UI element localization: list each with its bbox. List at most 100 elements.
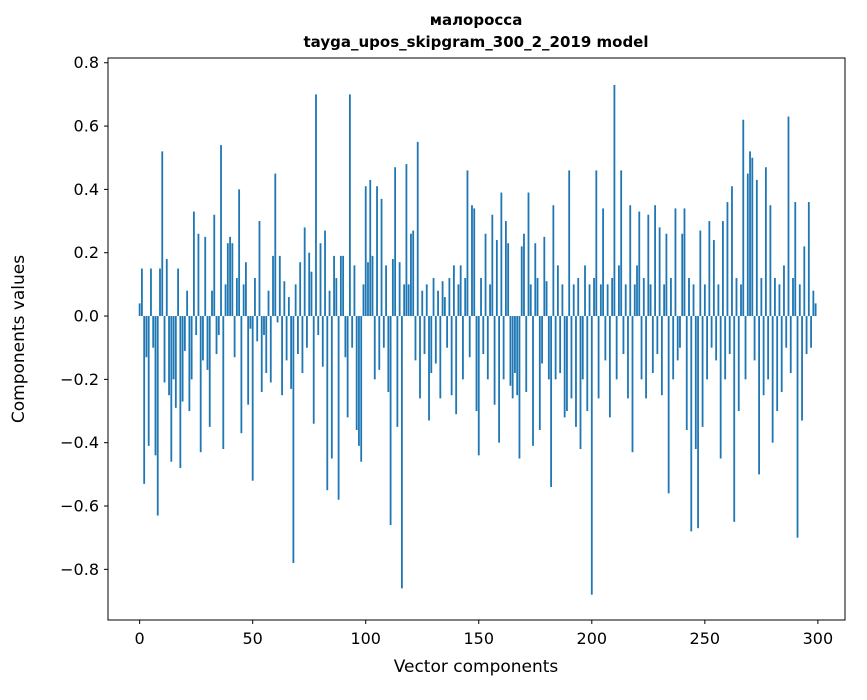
bar — [760, 278, 763, 317]
bar — [287, 297, 290, 317]
bar — [731, 186, 733, 317]
bar — [199, 316, 202, 453]
bar — [475, 316, 478, 412]
bar — [473, 208, 476, 317]
bar — [235, 278, 238, 317]
bar — [423, 316, 426, 355]
bar — [726, 202, 729, 317]
bar — [554, 316, 557, 380]
bar — [581, 316, 584, 380]
bar — [382, 316, 385, 348]
bar — [206, 316, 209, 370]
bar — [183, 316, 186, 351]
bar — [776, 316, 779, 412]
bar — [667, 316, 670, 494]
bar — [672, 316, 675, 380]
bar — [339, 255, 342, 317]
bar — [163, 316, 166, 383]
bar — [767, 316, 770, 380]
bar — [265, 316, 268, 374]
bar — [278, 255, 281, 317]
bar — [172, 316, 175, 380]
y-tick-label: 0.2 — [74, 243, 99, 262]
x-tick-label: 100 — [350, 629, 381, 648]
y-tick-label: 0.4 — [74, 180, 99, 199]
bar — [150, 268, 152, 317]
y-axis-label: Components values — [9, 255, 29, 423]
bar — [613, 84, 616, 317]
bar — [737, 316, 740, 412]
bar — [749, 151, 751, 317]
bar — [706, 316, 708, 380]
bar — [618, 265, 620, 317]
bar — [256, 316, 259, 342]
bar — [464, 278, 467, 317]
bar — [208, 316, 211, 427]
bar — [222, 316, 225, 450]
bar — [789, 316, 792, 374]
bar — [550, 316, 553, 488]
bar — [441, 281, 444, 317]
bar — [764, 167, 767, 317]
bar — [161, 151, 164, 317]
bar — [742, 119, 745, 317]
bar — [346, 316, 349, 418]
bar — [378, 316, 381, 370]
ticks-group: 0 50 100 150 200 250 300 −0.8 −0.6 −0.4 −0.2 0.0 0.2… — [60, 53, 833, 648]
bar — [353, 265, 356, 317]
bar — [217, 316, 220, 336]
y-tick-label: −0.2 — [60, 370, 99, 389]
bar — [502, 316, 505, 380]
bar — [468, 316, 471, 358]
bar — [315, 94, 317, 317]
bar — [593, 278, 595, 317]
bar — [174, 316, 177, 408]
bar — [220, 145, 222, 317]
bar — [679, 316, 681, 348]
bar — [642, 278, 645, 317]
bar — [602, 208, 605, 317]
bar — [547, 316, 550, 380]
bar — [703, 284, 706, 317]
bar — [224, 284, 227, 317]
bar — [631, 316, 634, 453]
bar — [147, 316, 150, 446]
bar — [213, 214, 216, 317]
x-tick-label: 300 — [803, 629, 834, 648]
bar — [588, 284, 591, 317]
bar — [595, 170, 598, 317]
bar — [358, 316, 360, 446]
bar — [712, 240, 715, 317]
bar — [231, 243, 234, 317]
bar — [240, 316, 243, 434]
bar — [810, 316, 812, 348]
bar — [152, 316, 155, 348]
bar — [599, 284, 602, 317]
bar — [391, 259, 394, 317]
bar — [380, 198, 383, 317]
bar — [769, 205, 772, 317]
bar — [638, 211, 641, 317]
bar — [285, 316, 288, 361]
bar — [419, 316, 421, 399]
bar — [570, 316, 573, 399]
bar — [301, 316, 304, 374]
bar — [299, 262, 302, 317]
x-tick-label: 50 — [243, 629, 263, 648]
y-tick-label: −0.6 — [60, 497, 99, 516]
bar — [387, 316, 390, 393]
bar — [575, 316, 577, 427]
bar — [525, 316, 528, 393]
bar — [649, 284, 652, 317]
bar — [337, 316, 340, 500]
bar — [584, 265, 586, 317]
bar — [405, 164, 408, 317]
bar — [597, 316, 600, 399]
bar — [292, 316, 295, 564]
bar — [685, 316, 688, 431]
bar — [543, 236, 546, 317]
bar — [755, 179, 758, 317]
bar — [724, 316, 727, 380]
bar — [640, 316, 643, 380]
